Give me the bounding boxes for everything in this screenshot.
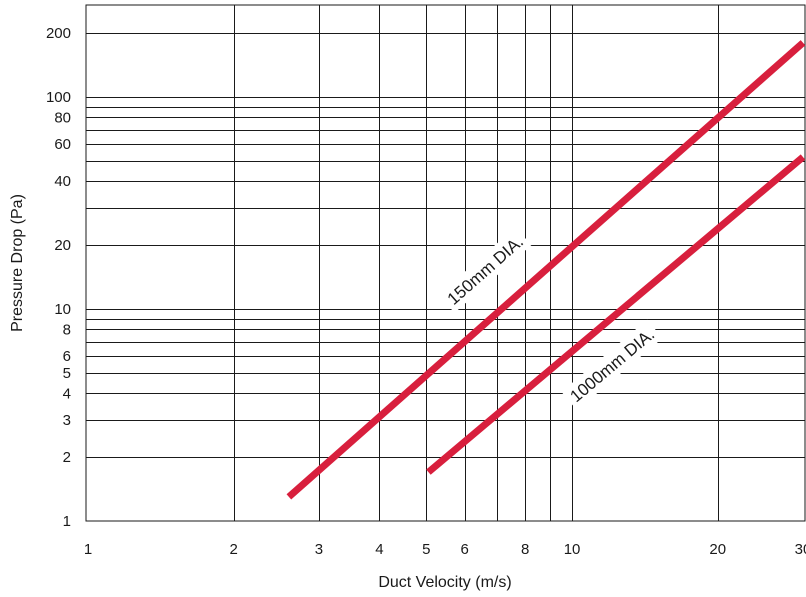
y-tick-label: 20 — [54, 237, 71, 254]
y-tick-label: 6 — [63, 348, 71, 365]
x-tick-labels: 1 2 3 4 5 6 8 10 20 30 — [84, 541, 806, 558]
series-label-background — [561, 319, 663, 411]
series-label-background — [438, 227, 532, 313]
x-tick-label: 5 — [422, 541, 430, 558]
x-tick-label: 4 — [375, 541, 383, 558]
series-line — [286, 40, 806, 500]
y-tick-label: 10 — [54, 301, 71, 318]
y-tick-label: 5 — [63, 365, 71, 382]
y-tick-label: 80 — [54, 109, 71, 126]
y-tick-label: 3 — [63, 412, 71, 429]
x-tick-label: 10 — [564, 541, 581, 558]
y-tick-labels: 1 2 3 4 56 8 10 20 40 60 80 100 200 — [46, 25, 71, 530]
y-tick-label: 2 — [63, 449, 71, 466]
y-tick-label: 60 — [54, 136, 71, 153]
x-tick-label: 3 — [315, 541, 323, 558]
plot-frame — [85, 4, 806, 522]
y-tick-label: 1 — [63, 513, 71, 530]
y-tick-label: 8 — [63, 321, 71, 338]
y-tick-label: 4 — [63, 385, 71, 402]
x-tick-label: 20 — [709, 541, 726, 558]
x-tick-label: 1 — [84, 541, 92, 558]
series-lines — [286, 40, 806, 500]
x-tick-label: 8 — [521, 541, 529, 558]
y-tick-label: 100 — [46, 89, 71, 106]
plot-background — [86, 5, 805, 521]
series-line — [426, 154, 806, 475]
x-tick-label: 2 — [230, 541, 238, 558]
x-axis-title: Duct Velocity (m/s) — [378, 574, 511, 591]
x-tick-label: 30 — [795, 541, 806, 558]
y-tick-label: 40 — [54, 173, 71, 190]
y-tick-label: 200 — [46, 25, 71, 42]
x-tick-label: 6 — [460, 541, 468, 558]
y-axis-title: Pressure Drop (Pa) — [9, 194, 26, 332]
